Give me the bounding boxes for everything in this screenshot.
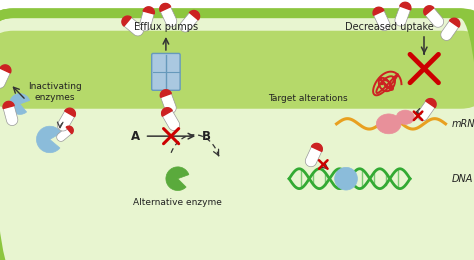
- Text: Target alterations: Target alterations: [268, 94, 348, 103]
- FancyBboxPatch shape: [152, 53, 180, 90]
- Text: Inactivating
enzymes: Inactivating enzymes: [27, 82, 82, 102]
- Polygon shape: [373, 7, 384, 15]
- Text: B: B: [202, 130, 210, 143]
- Polygon shape: [57, 108, 75, 131]
- Polygon shape: [0, 65, 11, 73]
- Wedge shape: [36, 126, 61, 153]
- Polygon shape: [66, 126, 73, 134]
- Polygon shape: [424, 6, 444, 27]
- Ellipse shape: [376, 114, 401, 134]
- Polygon shape: [160, 3, 177, 27]
- Polygon shape: [122, 16, 144, 36]
- Polygon shape: [162, 108, 172, 116]
- Text: Alternative enzyme: Alternative enzyme: [133, 198, 222, 207]
- Polygon shape: [3, 101, 14, 108]
- Text: mRNA: mRNA: [451, 119, 474, 129]
- Wedge shape: [9, 94, 30, 114]
- Polygon shape: [3, 101, 18, 126]
- Polygon shape: [417, 99, 436, 121]
- Polygon shape: [180, 11, 200, 32]
- Wedge shape: [166, 167, 189, 191]
- Polygon shape: [424, 6, 434, 15]
- Polygon shape: [426, 99, 436, 107]
- Text: Efflux pumps: Efflux pumps: [134, 22, 198, 32]
- Polygon shape: [400, 2, 411, 10]
- Polygon shape: [65, 108, 75, 117]
- Ellipse shape: [396, 110, 414, 124]
- Polygon shape: [160, 3, 171, 11]
- Circle shape: [335, 167, 357, 190]
- Polygon shape: [162, 108, 180, 131]
- Polygon shape: [57, 126, 73, 141]
- Polygon shape: [122, 16, 131, 26]
- Polygon shape: [305, 144, 322, 167]
- Polygon shape: [160, 90, 171, 97]
- Polygon shape: [160, 90, 176, 114]
- Polygon shape: [449, 18, 460, 27]
- Text: Decreased uptake: Decreased uptake: [345, 22, 434, 32]
- Polygon shape: [395, 2, 411, 26]
- FancyBboxPatch shape: [0, 31, 474, 109]
- Polygon shape: [139, 7, 155, 31]
- Polygon shape: [311, 144, 322, 152]
- Polygon shape: [143, 7, 155, 14]
- Text: A: A: [130, 130, 140, 143]
- Text: DNA: DNA: [451, 174, 473, 184]
- Polygon shape: [190, 11, 200, 20]
- FancyBboxPatch shape: [0, 13, 474, 260]
- Polygon shape: [0, 65, 11, 88]
- Polygon shape: [373, 7, 390, 31]
- Polygon shape: [441, 18, 460, 40]
